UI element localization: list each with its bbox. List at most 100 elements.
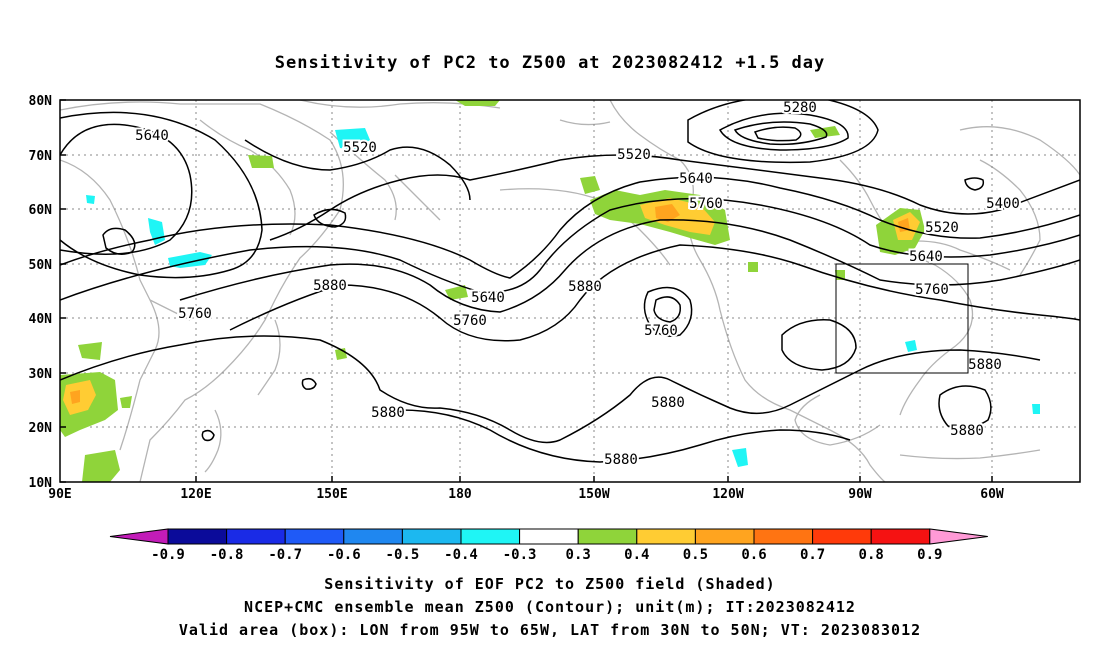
colorbar-label: -0.5 [386,547,420,563]
contour-5520-west [244,139,471,201]
colorbar-swatch [694,528,755,545]
contour-label: 5520 [617,147,651,163]
lon-tick-label: 150W [578,487,609,502]
footer-line-2: NCEP+CMC ensemble mean Z500 (Contour); u… [244,598,856,616]
colorbar-swatch [577,528,638,545]
shade-green-10 [82,450,120,482]
contour-5280-ring1 [718,112,849,151]
shade-green-12 [748,262,758,272]
map-panel: 5640 5520 5280 5520 5640 5760 5400 5520 … [29,94,1081,502]
colorbar-label: -0.7 [268,547,302,563]
contour-label: 5640 [135,128,169,144]
lat-tick-label: 40N [29,312,53,327]
lat-tick-label: 60N [29,203,53,218]
latitude-labels: 80N 70N 60N 50N 40N 30N 20N 10N [29,94,53,491]
contour-label: 5880 [604,452,638,468]
footer-line-3: Valid area (box): LON from 95W to 65W, L… [179,621,921,639]
lat-tick-label: 50N [29,258,53,273]
contour-5760-mid [179,219,1080,313]
contour-label: 5880 [568,279,602,295]
contour-label: 5760 [644,323,678,339]
lat-tick-label: 80N [29,94,53,109]
contour-label: 5880 [968,357,1002,373]
contour-label: 5880 [371,405,405,421]
colorbar-swatch [401,528,462,545]
colorbar-high-arrow [929,528,988,545]
shade-green-8 [78,342,102,360]
colorbar-label: -0.3 [503,547,537,563]
contour-label: 5640 [471,290,505,306]
contour-5760-low [643,286,693,337]
shade-cyan-2 [148,218,165,245]
shade-cyan-6 [1032,404,1040,414]
shade-orange-3 [70,390,80,404]
colorbar-label: -0.6 [327,547,361,563]
longitude-labels: 90E 120E 150E 180 150W 120W 90W 60W [48,487,1004,502]
contour-label: 5880 [950,423,984,439]
lon-tick-label: 120W [712,487,743,502]
contour-5880-mid [229,244,1080,342]
colorbar-swatch [636,528,696,545]
colorbar-label: 0.6 [741,547,766,563]
lon-tick-label: 120E [180,487,211,502]
lon-tick-label: 60W [980,487,1004,502]
colorbar-label: 0.4 [624,547,649,563]
contour-label: 5760 [178,306,212,322]
lon-tick-label: 180 [448,487,472,502]
sensitivity-shading [60,100,1040,482]
colorbar-label: 0.8 [859,547,884,563]
colorbar-swatch [870,528,931,545]
colorbar-swatch [284,528,345,545]
colorbar-swatch [519,528,579,545]
contour-label: 5760 [689,196,723,212]
colorbar-swatch [812,528,872,545]
lon-tick-label: 90W [848,487,872,502]
contour-label: 5880 [651,395,685,411]
colorbar-label: 0.3 [566,547,591,563]
shade-cyan-5 [732,448,748,467]
colorbar-label: -0.8 [210,547,244,563]
contour-label: 5760 [453,313,487,329]
shade-cyan-1 [335,128,370,150]
colorbar-low-arrow [109,528,169,545]
colorbar-swatch [226,528,286,545]
lat-tick-label: 10N [29,476,53,491]
map-frame [59,99,1081,483]
contour-label: 5280 [783,100,817,116]
contour-5520-c [269,154,1080,241]
contour-label: 5760 [915,282,949,298]
shade-green-14 [120,396,132,408]
contour-label: 5400 [986,196,1020,212]
contour-label: 5640 [679,171,713,187]
contour-5640-c [60,176,1080,279]
shade-green-2 [248,155,274,168]
shade-green-3 [580,176,600,194]
shade-orange-1 [655,204,680,222]
colorbar-label: -0.9 [151,547,185,563]
map-ticks [60,99,993,483]
colorbar-swatch [460,528,521,545]
contour-label: 5520 [925,220,959,236]
contour-5880-south [399,409,851,463]
shade-green-7 [445,285,468,300]
colorbar-swatch [343,528,403,545]
lat-tick-label: 30N [29,367,53,382]
contour-labels: 5640 5520 5280 5520 5640 5760 5400 5520 … [133,100,1022,470]
contour-label: 5880 [313,278,347,294]
shade-green-1 [455,100,500,106]
shade-cyan-4 [86,195,95,204]
figure-title: Sensitivity of PC2 to Z500 at 2023082412… [275,53,826,73]
z500-contours [60,100,1080,463]
lon-tick-label: 150E [316,487,347,502]
contour-label: 5640 [909,249,943,265]
contour-5640-west [60,111,263,279]
contour-label: 5520 [343,140,377,156]
colorbar-swatch [753,528,814,545]
colorbar-label: 0.7 [800,547,825,563]
footer-line-1: Sensitivity of EOF PC2 to Z500 field (Sh… [324,575,775,593]
shade-cyan-7 [905,340,917,352]
colorbar: -0.9 -0.8 -0.7 -0.6 -0.5 -0.4 -0.3 0.3 0.4 0.5 0.6… [109,528,988,563]
colorbar-label: 0.9 [917,547,942,563]
lat-tick-label: 70N [29,149,53,164]
